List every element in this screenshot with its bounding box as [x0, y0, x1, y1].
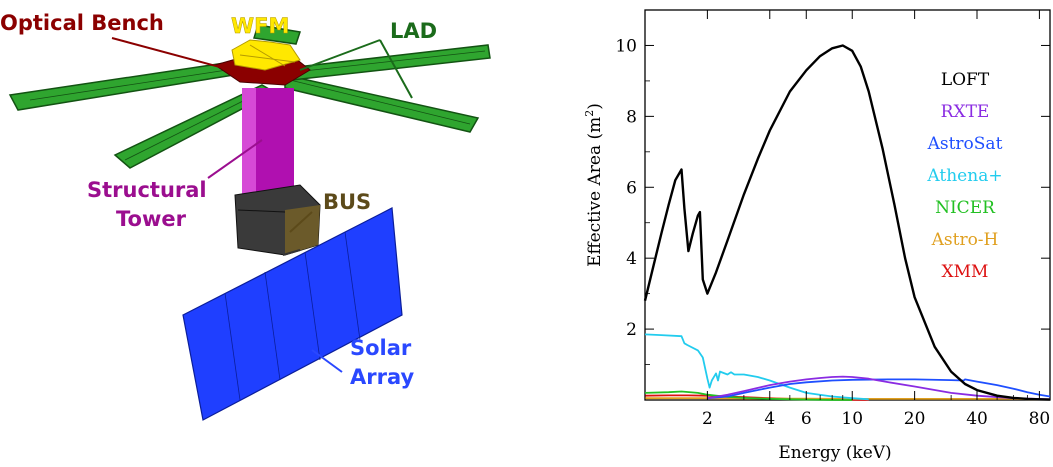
tower-label: Tower	[116, 207, 187, 231]
x-axis-label: Energy (keV)	[778, 443, 891, 463]
optical-bench-label: Optical Bench	[0, 11, 164, 35]
solar-label: Solar	[350, 336, 412, 360]
effective-area-chart: 2 4 6 10 20 40 80 2 4 6 8 10 LOFT RXTE AstroSat Athena…	[520, 0, 1053, 463]
array-label: Array	[350, 365, 414, 389]
lad-label: LAD	[390, 19, 437, 43]
y-tick-label: 10	[615, 36, 637, 56]
legend: LOFT RXTE AstroSat Athena+ NICER Astro-H XMM	[926, 70, 1002, 282]
structural-tower-shape	[242, 88, 294, 205]
chart-svg: 2 4 6 10 20 40 80 2 4 6 8 10 LOFT RXTE AstroSat Athena…	[583, 9, 1051, 463]
legend-entry: XMM	[942, 262, 989, 282]
series-layer	[643, 44, 1051, 401]
x-tick-label: 4	[764, 409, 775, 429]
x-tick-label: 6	[801, 409, 812, 429]
series-line-loft	[643, 44, 1051, 401]
y-axis-label: Effective Area (m2)	[583, 103, 605, 267]
x-tick-label: 10	[841, 409, 863, 429]
y-tick-label: 4	[626, 249, 637, 269]
series-line-athena-	[644, 333, 869, 401]
legend-entry: AstroSat	[927, 134, 1003, 154]
wfm-shape	[231, 39, 301, 71]
bus-label: BUS	[323, 190, 371, 214]
wfm-label: WFM	[231, 14, 289, 38]
x-tick-label: 20	[904, 409, 926, 429]
legend-entry: Athena+	[926, 166, 1002, 186]
legend-entry: NICER	[935, 198, 996, 218]
legend-entry: Astro-H	[931, 230, 999, 250]
series-line-astrosat	[707, 378, 1051, 400]
x-tick-label: 40	[966, 409, 988, 429]
x-tick-label: 2	[702, 409, 713, 429]
solar-array-shape	[182, 207, 403, 421]
lad-panels	[8, 24, 491, 169]
y-tick-label: 2	[626, 320, 637, 340]
y-tick-label: 8	[626, 107, 637, 127]
legend-entry: RXTE	[941, 102, 990, 122]
bus-shape	[234, 184, 321, 256]
ticks-layer: 2 4 6 10 20 40 80 2 4 6 8 10	[615, 10, 1050, 429]
spacecraft-diagram: Optical Bench WFM LAD Structural Tower B…	[0, 0, 520, 463]
legend-entry: LOFT	[941, 70, 990, 90]
y-tick-label: 6	[626, 178, 637, 198]
series-line-rxte	[707, 375, 1051, 401]
structural-label: Structural	[87, 178, 207, 202]
x-tick-label: 80	[1029, 409, 1051, 429]
spacecraft-illustration: Optical Bench WFM LAD Structural Tower B…	[0, 11, 491, 421]
